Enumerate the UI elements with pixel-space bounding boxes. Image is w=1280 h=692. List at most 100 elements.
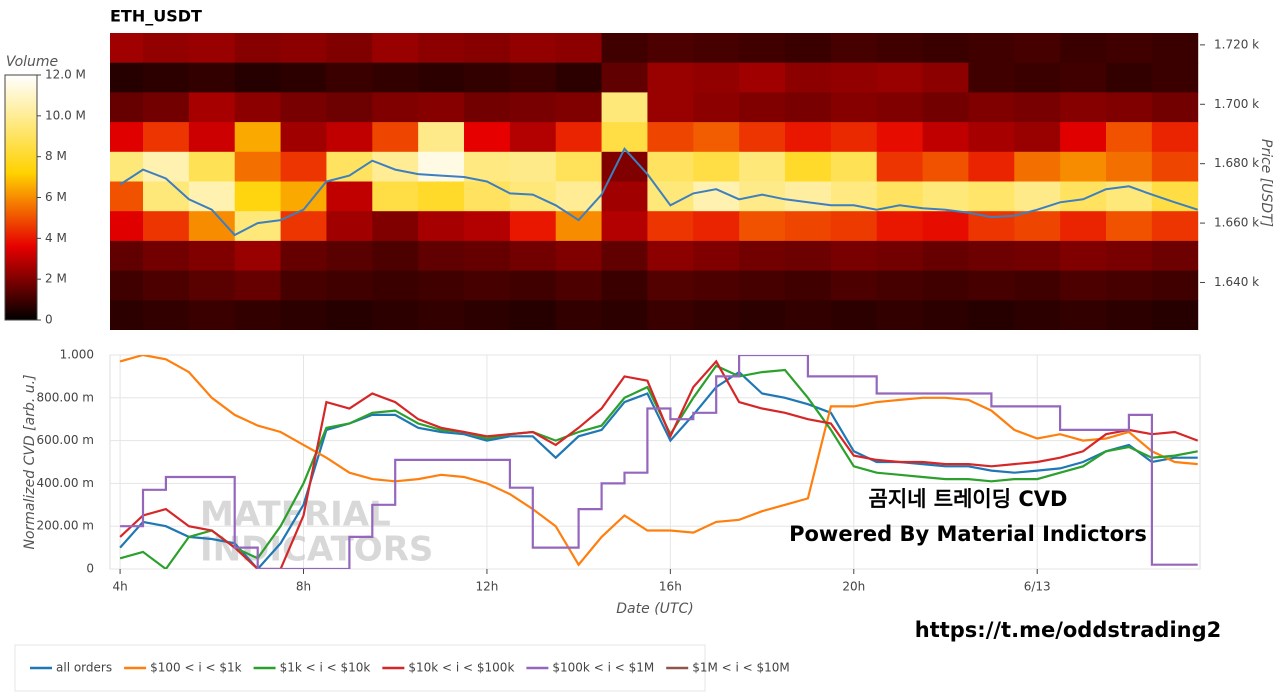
heatmap-cell [418,33,465,64]
heatmap-cell [326,211,373,242]
heatmap-cell [464,181,511,212]
heatmap-cell [555,211,603,242]
heatmap-cell [326,122,373,153]
heatmap-cell [418,211,465,242]
heatmap-cell [968,92,1015,123]
heatmap-cell [647,62,694,93]
heatmap-cell [234,211,282,242]
heatmap-cell [647,122,694,153]
heatmap-cell [509,240,557,272]
heatmap-cell [1014,240,1061,272]
heatmap-cell [647,300,694,330]
heatmap-cell [922,122,969,153]
heatmap-cell [1151,270,1199,301]
heatmap-cell [326,181,373,212]
heatmap-cell [876,300,924,330]
chart-title: ETH_USDT [110,7,202,26]
heatmap-cell [143,300,190,330]
heatmap-cell [326,151,373,182]
heatmap-cell [110,151,144,182]
heatmap-cell [922,92,969,123]
heatmap-cell [830,92,878,123]
heatmap-cell [464,151,511,182]
heatmap-cell [830,300,878,330]
heatmap-cell [280,270,327,301]
heatmap-cell [1151,33,1199,64]
y-tick-label: 1.640 k [1214,275,1259,289]
heatmap-cell [830,181,878,212]
heatmap-cell [1014,33,1061,64]
heatmap-cell [1060,33,1107,64]
heatmap-cell [693,270,740,301]
heatmap-cell [555,122,603,153]
heatmap-cell [1105,240,1153,272]
heatmap-cell [876,33,924,64]
heatmap-cell [234,270,282,301]
heatmap-cell [326,62,373,93]
heatmap-cell [143,211,190,242]
heatmap-cell [1105,92,1153,123]
heatmap-cell [739,62,786,93]
heatmap-cell [693,240,740,272]
heatmap-cell [372,181,419,212]
heatmap-cell [785,122,832,153]
colorbar-tick-label: 8 M [45,149,67,163]
heatmap-cell [1014,62,1061,93]
heatmap-cell [968,270,1015,301]
heatmap-cell [693,33,740,64]
heatmap-cell [110,240,144,272]
heatmap-cell [188,211,236,242]
heatmap-cell [143,151,190,182]
heatmap-cell [110,62,144,93]
heatmap-cell [647,151,694,182]
annotation: https://t.me/oddstrading2 [915,618,1222,642]
heatmap-cell [326,270,373,301]
heatmap-cell [234,181,282,212]
colorbar-tick-label: 6 M [45,190,67,204]
heatmap-cell [968,62,1015,93]
y-tick-label: 1.660 k [1214,216,1259,230]
heatmap-cell [188,270,236,301]
price-line [119,147,1199,237]
heatmap-cell [372,211,419,242]
heatmap-cell [830,151,878,182]
y-tick-label: 600.00 m [37,433,95,447]
x-axis-label: Date (UTC) [616,601,693,617]
heatmap-cell [110,33,144,64]
heatmap-cell [188,62,236,93]
heatmap-cell [418,270,465,301]
heatmap-cell [876,151,924,182]
y-axis-label: Price [USDT] [1258,139,1274,227]
heatmap-cell [110,270,144,301]
x-tick-label: 4h [112,580,127,594]
heatmap-cell [188,122,236,153]
heatmap-cell [188,181,236,212]
y-tick-label: 1.000 [60,348,94,362]
heatmap-cell [601,122,648,153]
heatmap-cell [280,122,327,153]
heatmap-cell [464,240,511,272]
heatmap-cell [555,270,603,301]
legend-label: $100k < i < $1M [552,661,654,675]
heatmap-cell [280,300,327,330]
heatmap-cell [785,240,832,272]
heatmap-cell [326,300,373,330]
heatmap-cell [739,270,786,301]
y-tick-label: 0 [86,562,94,576]
heatmap-cell [693,151,740,182]
legend-label: $1M < i < $10M [692,661,790,675]
heatmap-cell [647,240,694,272]
heatmap-cell [418,92,465,123]
y-tick-label: 800.00 m [37,390,95,404]
heatmap-cell [739,181,786,212]
heatmap-cell [418,240,465,272]
heatmap-cell [647,33,694,64]
colorbar [4,74,38,321]
heatmap-cell [143,33,190,64]
heatmap-cell [234,62,282,93]
heatmap-cell [922,62,969,93]
y-tick-label: 400.00 m [37,476,95,490]
heatmap-cell [143,240,190,272]
heatmap-cell [372,122,419,153]
